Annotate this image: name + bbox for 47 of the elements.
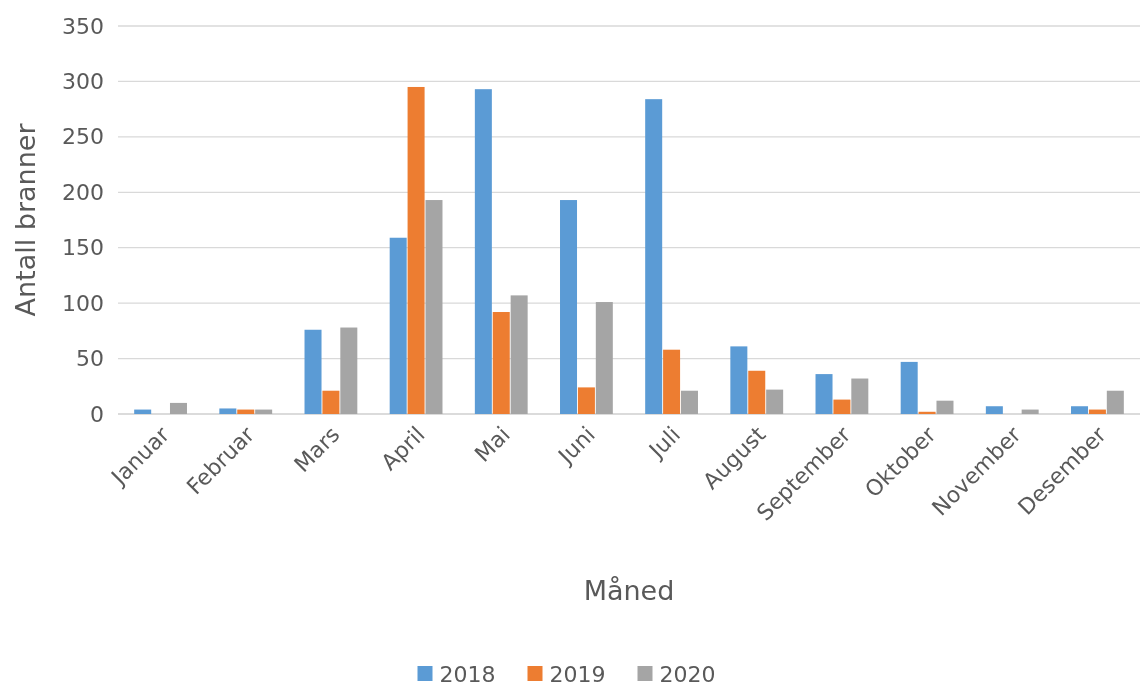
bar — [169, 402, 187, 414]
y-axis-title: Antall branner — [10, 122, 41, 317]
bar — [645, 99, 663, 414]
bar — [766, 389, 784, 414]
bar — [1088, 409, 1106, 414]
bar — [936, 400, 954, 414]
x-axis-title: Måned — [583, 575, 675, 606]
bar — [680, 390, 698, 414]
y-tick-label: 300 — [62, 68, 104, 94]
legend-label: 2018 — [439, 662, 496, 687]
bar — [304, 329, 322, 414]
bar — [389, 237, 407, 414]
bar — [1106, 390, 1124, 414]
bar — [1021, 409, 1039, 414]
bar — [663, 349, 681, 414]
x-tick-label: Mai — [469, 421, 515, 467]
bar — [1071, 406, 1089, 414]
bar — [255, 409, 273, 414]
bar — [407, 86, 425, 414]
bar — [560, 200, 578, 414]
bar — [748, 370, 766, 414]
legend-label: 2019 — [549, 662, 606, 687]
legend-label: 2020 — [659, 662, 716, 687]
y-tick-label: 100 — [62, 290, 104, 316]
bar — [340, 327, 358, 414]
bar — [134, 409, 152, 414]
bar — [492, 312, 510, 414]
bar — [237, 409, 255, 414]
y-tick-label: 250 — [62, 124, 104, 150]
bar — [577, 387, 595, 414]
y-tick-label: 0 — [90, 401, 104, 427]
bar — [219, 408, 237, 414]
bar — [833, 399, 851, 414]
bar — [730, 346, 748, 414]
bar — [510, 295, 528, 414]
y-tick-label: 350 — [62, 13, 104, 39]
y-tick-label: 50 — [76, 346, 104, 372]
bar — [900, 361, 918, 414]
y-tick-label: 200 — [62, 179, 104, 205]
bar — [595, 302, 613, 414]
bar — [474, 89, 492, 414]
bar — [815, 374, 833, 414]
bar — [322, 390, 340, 414]
y-tick-label: 150 — [62, 235, 104, 261]
bar — [425, 200, 443, 414]
bar — [985, 406, 1003, 414]
bar — [851, 378, 869, 414]
